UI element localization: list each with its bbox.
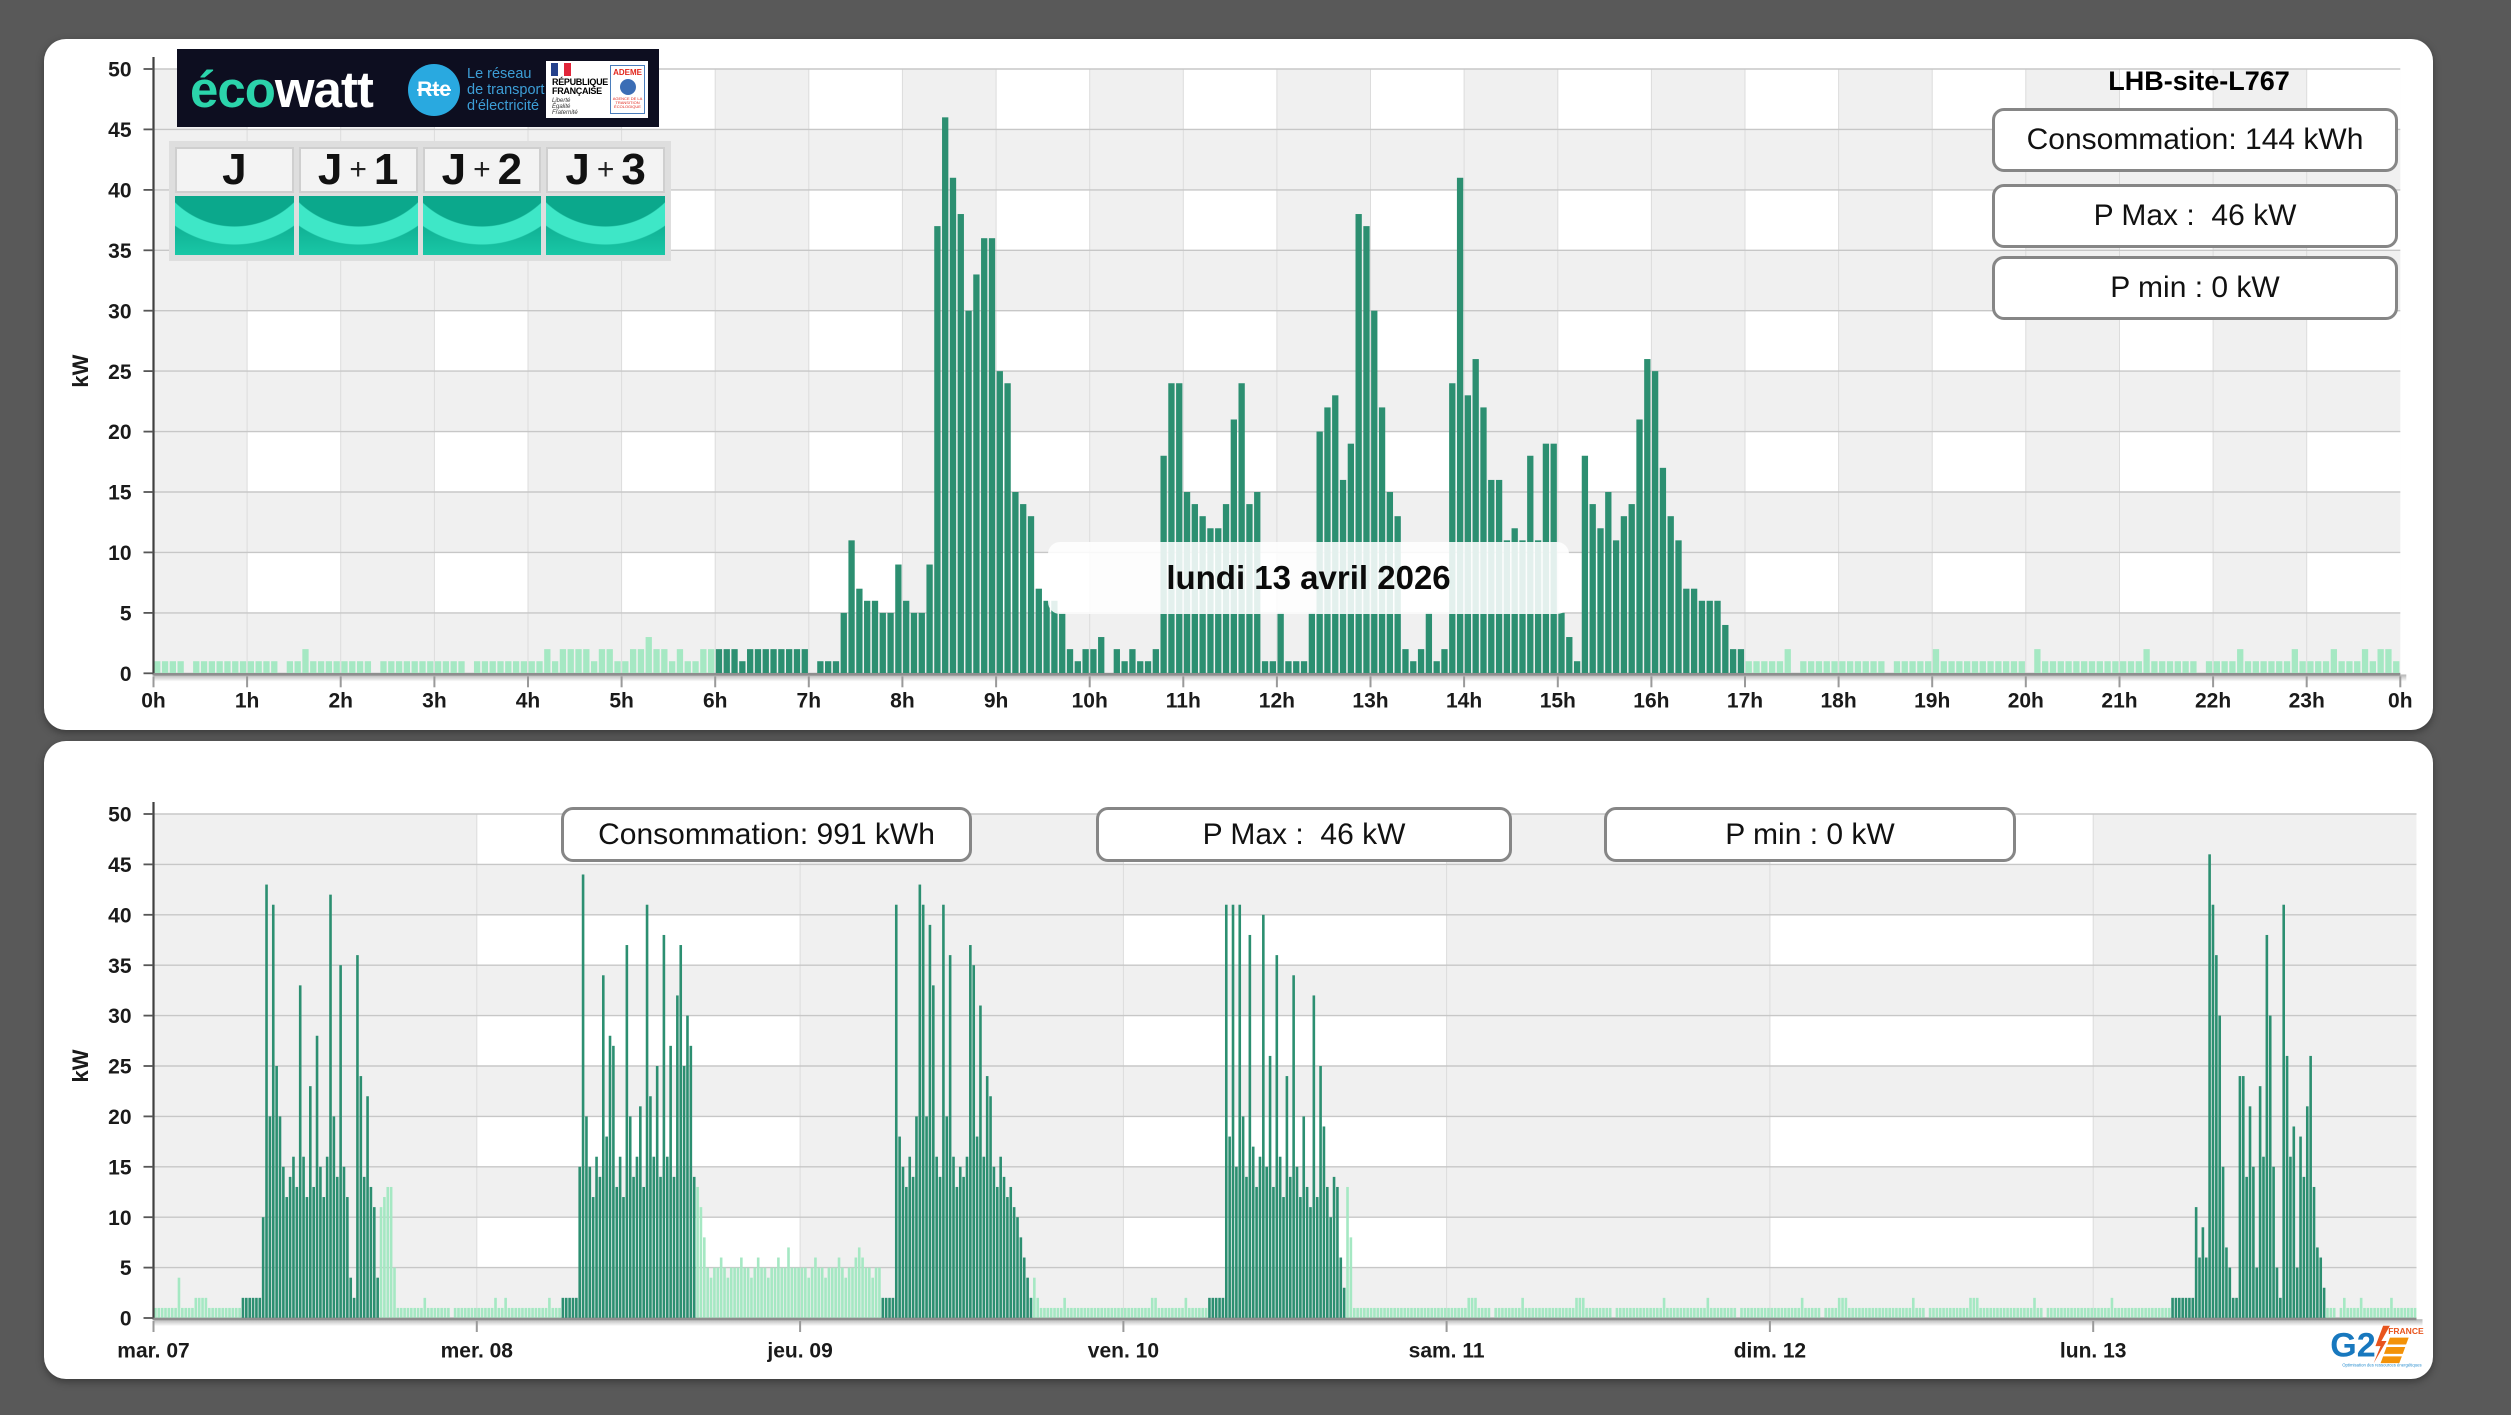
svg-text:40: 40	[108, 904, 131, 927]
svg-text:30: 30	[108, 300, 131, 323]
svg-text:0h: 0h	[2388, 690, 2413, 713]
svg-text:45: 45	[108, 854, 132, 877]
svg-text:dim. 12: dim. 12	[1734, 1340, 1806, 1363]
svg-text:40: 40	[108, 180, 131, 203]
svg-text:45: 45	[108, 119, 132, 142]
svg-text:sam. 11: sam. 11	[1409, 1340, 1485, 1363]
svg-text:0h: 0h	[141, 690, 166, 713]
svg-text:5: 5	[120, 603, 132, 626]
svg-text:22h: 22h	[2195, 690, 2231, 713]
svg-text:30: 30	[108, 1005, 131, 1028]
svg-text:2h: 2h	[328, 690, 353, 713]
svg-text:35: 35	[108, 240, 132, 263]
svg-text:10h: 10h	[1072, 690, 1108, 713]
svg-text:3h: 3h	[422, 690, 447, 713]
svg-text:kW: kW	[68, 1049, 93, 1082]
svg-text:15h: 15h	[1540, 690, 1576, 713]
svg-text:11h: 11h	[1166, 690, 1201, 713]
svg-text:9h: 9h	[984, 690, 1009, 713]
svg-text:0: 0	[120, 1308, 132, 1331]
svg-text:15: 15	[108, 1156, 132, 1179]
svg-text:jeu. 09: jeu. 09	[766, 1340, 832, 1363]
svg-text:mar. 07: mar. 07	[117, 1340, 189, 1363]
svg-text:18h: 18h	[1821, 690, 1857, 713]
svg-text:ven. 10: ven. 10	[1088, 1340, 1159, 1363]
svg-text:50: 50	[108, 59, 131, 82]
svg-text:mer. 08: mer. 08	[441, 1340, 514, 1363]
svg-text:17h: 17h	[1727, 690, 1763, 713]
svg-text:6h: 6h	[703, 690, 728, 713]
svg-text:20h: 20h	[2008, 690, 2044, 713]
svg-text:20: 20	[108, 1106, 131, 1129]
svg-text:12h: 12h	[1259, 690, 1295, 713]
svg-text:Optimisation des ressources én: Optimisation des ressources énergétiques	[2342, 1363, 2421, 1368]
svg-text:0: 0	[120, 663, 132, 686]
svg-text:lun. 13: lun. 13	[2060, 1340, 2127, 1363]
svg-text:FRANCE: FRANCE	[2388, 1326, 2424, 1336]
svg-text:G2: G2	[2330, 1326, 2375, 1364]
svg-text:1h: 1h	[235, 690, 260, 713]
svg-text:5h: 5h	[609, 690, 634, 713]
svg-text:4h: 4h	[516, 690, 541, 713]
svg-text:13h: 13h	[1352, 690, 1388, 713]
svg-text:35: 35	[108, 955, 132, 978]
svg-text:21h: 21h	[2101, 690, 2137, 713]
svg-text:15: 15	[108, 482, 132, 505]
svg-text:25: 25	[108, 1056, 132, 1079]
svg-text:20: 20	[108, 421, 131, 444]
svg-text:23h: 23h	[2289, 690, 2325, 713]
svg-text:16h: 16h	[1633, 690, 1669, 713]
svg-text:7h: 7h	[797, 690, 822, 713]
svg-text:8h: 8h	[890, 690, 915, 713]
svg-text:10: 10	[108, 542, 131, 565]
svg-text:5: 5	[120, 1257, 132, 1280]
svg-text:19h: 19h	[1914, 690, 1950, 713]
svg-text:25: 25	[108, 361, 132, 384]
svg-text:10: 10	[108, 1207, 131, 1230]
svg-text:50: 50	[108, 804, 131, 827]
svg-text:kW: kW	[68, 354, 93, 387]
svg-text:14h: 14h	[1446, 690, 1482, 713]
